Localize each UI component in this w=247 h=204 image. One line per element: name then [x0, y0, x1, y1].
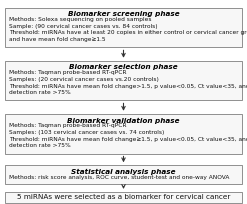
FancyBboxPatch shape: [5, 114, 242, 154]
Text: Samples: (103 cervical cancer cases vs. 74 controls): Samples: (103 cervical cancer cases vs. …: [9, 130, 164, 135]
Text: Statistical analysis phase: Statistical analysis phase: [71, 169, 176, 175]
FancyBboxPatch shape: [5, 192, 242, 203]
FancyBboxPatch shape: [5, 8, 242, 48]
Text: Samples: (20 cervical cancer cases vs.20 controls): Samples: (20 cervical cancer cases vs.20…: [9, 77, 159, 82]
Text: Methods: Taqman probe-based RT-qPCR: Methods: Taqman probe-based RT-qPCR: [9, 70, 126, 75]
Text: Biomarker validation phase: Biomarker validation phase: [67, 118, 180, 123]
Text: Threshold: miRNAs have mean fold change>1.5, p value<0.05, Ct value<35, and: Threshold: miRNAs have mean fold change>…: [9, 84, 247, 89]
Text: Sample: (90 cervical cancer cases vs. 84 controls): Sample: (90 cervical cancer cases vs. 84…: [9, 24, 157, 29]
Text: 5 miRNAs were selected as a biomarker for cervical cancer: 5 miRNAs were selected as a biomarker fo…: [17, 194, 230, 201]
Text: Methods: Solexa sequencing on pooled samples: Methods: Solexa sequencing on pooled sam…: [9, 17, 151, 22]
Text: Methods: Taqman probe-based RT-qPCR: Methods: Taqman probe-based RT-qPCR: [9, 123, 126, 128]
Text: detection rate >75%: detection rate >75%: [9, 90, 70, 95]
FancyBboxPatch shape: [5, 165, 242, 184]
Text: Methods: risk score analysis, ROC curve, student-test and one-way ANOVA: Methods: risk score analysis, ROC curve,…: [9, 175, 229, 180]
FancyBboxPatch shape: [5, 61, 242, 101]
Text: Threshold: miRNAs have at least 20 copies in either control or cervical cancer g: Threshold: miRNAs have at least 20 copie…: [9, 31, 247, 35]
Text: detection rate >75%: detection rate >75%: [9, 143, 70, 148]
Text: Biomarker selection phase: Biomarker selection phase: [69, 64, 178, 70]
Text: and have mean fold change≥1.5: and have mean fold change≥1.5: [9, 37, 105, 42]
Text: Threshold: miRNAs have mean fold change≥1.5, p value<0.05, Ct value<35, and: Threshold: miRNAs have mean fold change≥…: [9, 137, 247, 142]
Text: Biomarker screening phase: Biomarker screening phase: [68, 11, 179, 17]
